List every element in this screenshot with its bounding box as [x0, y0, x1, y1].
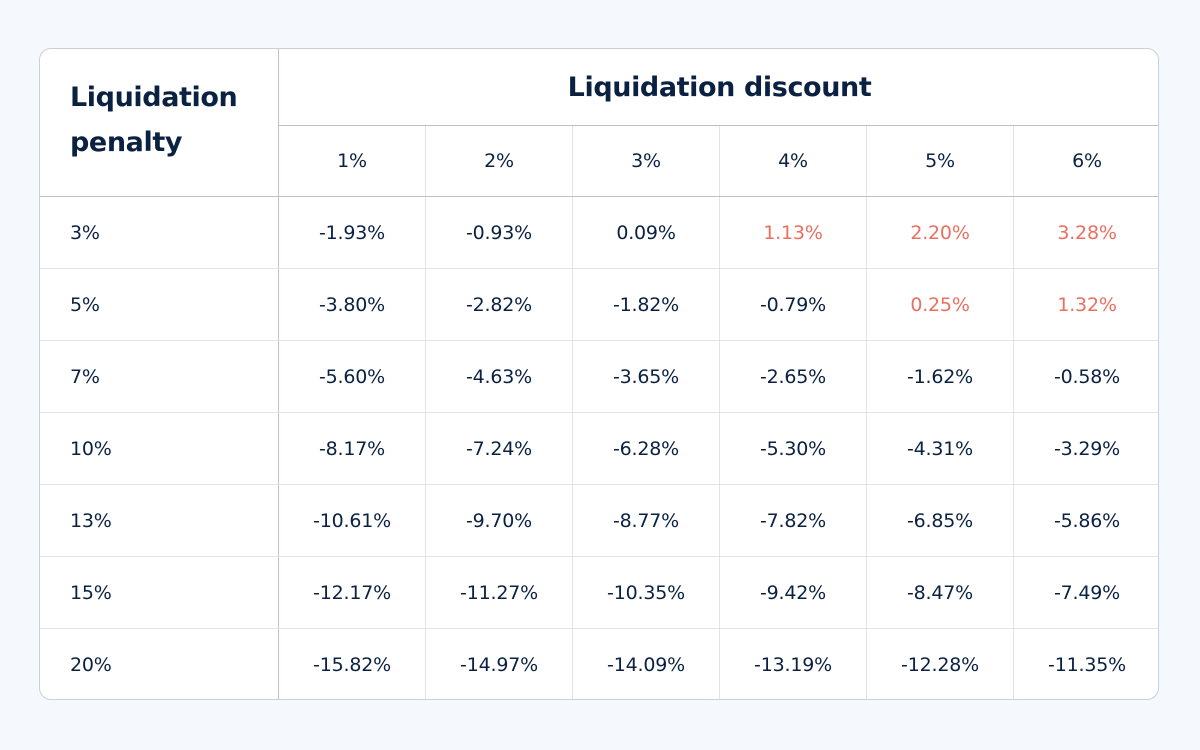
row-label: 7% [40, 340, 279, 413]
liquidation-table-card: Liquidation penalty Liquidation discount… [39, 48, 1159, 700]
table-cell: -14.09% [572, 628, 720, 699]
table-body: 3% -1.93% -0.93% 0.09% 1.13% 2.20% 3.28% 5% -3.8… [40, 196, 1158, 699]
table-cell: -11.27% [425, 556, 573, 629]
table-row: 7% -5.60% -4.63% -3.65% -2.65% -1.62% -0.58% [40, 340, 1158, 413]
table-cell: -3.80% [278, 268, 426, 341]
table-cell: -9.42% [719, 556, 867, 629]
table-cell: -0.93% [425, 196, 573, 269]
table-cell: -5.86% [1012, 484, 1158, 557]
table-row: 15% -12.17% -11.27% -10.35% -9.42% -8.47% -7.4… [40, 556, 1158, 629]
row-label: 15% [40, 556, 279, 629]
table-row: 20% -15.82% -14.97% -14.09% -13.19% -12.28% -1… [40, 628, 1158, 699]
table-cell: -8.47% [866, 556, 1014, 629]
table-cell: -1.93% [278, 196, 426, 269]
table-row: 13% -10.61% -9.70% -8.77% -7.82% -6.85% -5.86% [40, 484, 1158, 557]
row-label: 3% [40, 196, 279, 269]
table-cell: -6.28% [572, 412, 720, 485]
table-cell: -13.19% [719, 628, 867, 699]
table-cell: -5.30% [719, 412, 867, 485]
table-row: 3% -1.93% -0.93% 0.09% 1.13% 2.20% 3.28% [40, 196, 1158, 269]
table-cell: -12.17% [278, 556, 426, 629]
table-cell: -8.77% [572, 484, 720, 557]
table-row: 5% -3.80% -2.82% -1.82% -0.79% 0.25% 1.32% [40, 268, 1158, 341]
table-cell: 2.20% [866, 196, 1014, 269]
table-cell: -4.31% [866, 412, 1014, 485]
table-cell: -12.28% [866, 628, 1014, 699]
column-header-1: 1% [278, 125, 426, 197]
table-cell: -10.61% [278, 484, 426, 557]
table-cell: -4.63% [425, 340, 573, 413]
table-row: 10% -8.17% -7.24% -6.28% -5.30% -4.31% -3.29% [40, 412, 1158, 485]
table-cell: -7.49% [1012, 556, 1158, 629]
table-cell: -3.29% [1012, 412, 1158, 485]
table-cell: 1.32% [1012, 268, 1158, 341]
column-header-4: 4% [719, 125, 867, 197]
table-cell: -0.79% [719, 268, 867, 341]
column-header-2: 2% [425, 125, 573, 197]
table-cell: -14.97% [425, 628, 573, 699]
table-cell: -9.70% [425, 484, 573, 557]
table-cell: 0.09% [572, 196, 720, 269]
row-label: 5% [40, 268, 279, 341]
table-cell: 0.25% [866, 268, 1014, 341]
table-cell: -8.17% [278, 412, 426, 485]
table-cell: 3.28% [1012, 196, 1158, 269]
table-cell: -2.65% [719, 340, 867, 413]
column-header-6: 6% [1012, 125, 1158, 197]
table-cell: -5.60% [278, 340, 426, 413]
table-cell: -3.65% [572, 340, 720, 413]
table-cell: -1.62% [866, 340, 1014, 413]
row-label: 13% [40, 484, 279, 557]
table-cell: 1.13% [719, 196, 867, 269]
table-cell: -15.82% [278, 628, 426, 699]
column-header-5: 5% [866, 125, 1014, 197]
table-cell: -7.82% [719, 484, 867, 557]
table-cell: -0.58% [1012, 340, 1158, 413]
liquidation-table: Liquidation penalty Liquidation discount… [40, 49, 1158, 699]
table-cell: -1.82% [572, 268, 720, 341]
header-row-columns: 1% 2% 3% 4% 5% 6% [40, 125, 1158, 197]
row-label: 20% [40, 628, 279, 699]
table-cell: -11.35% [1012, 628, 1158, 699]
column-header-3: 3% [572, 125, 720, 197]
header-row-group: Liquidation penalty Liquidation discount [40, 49, 1158, 197]
table-cell: -7.24% [425, 412, 573, 485]
table-cell: -6.85% [866, 484, 1014, 557]
row-label: 10% [40, 412, 279, 485]
table-cell: -10.35% [572, 556, 720, 629]
table-cell: -2.82% [425, 268, 573, 341]
liquidation-discount-header: Liquidation discount [277, 49, 1158, 126]
liquidation-penalty-header: Liquidation penalty [40, 49, 279, 197]
